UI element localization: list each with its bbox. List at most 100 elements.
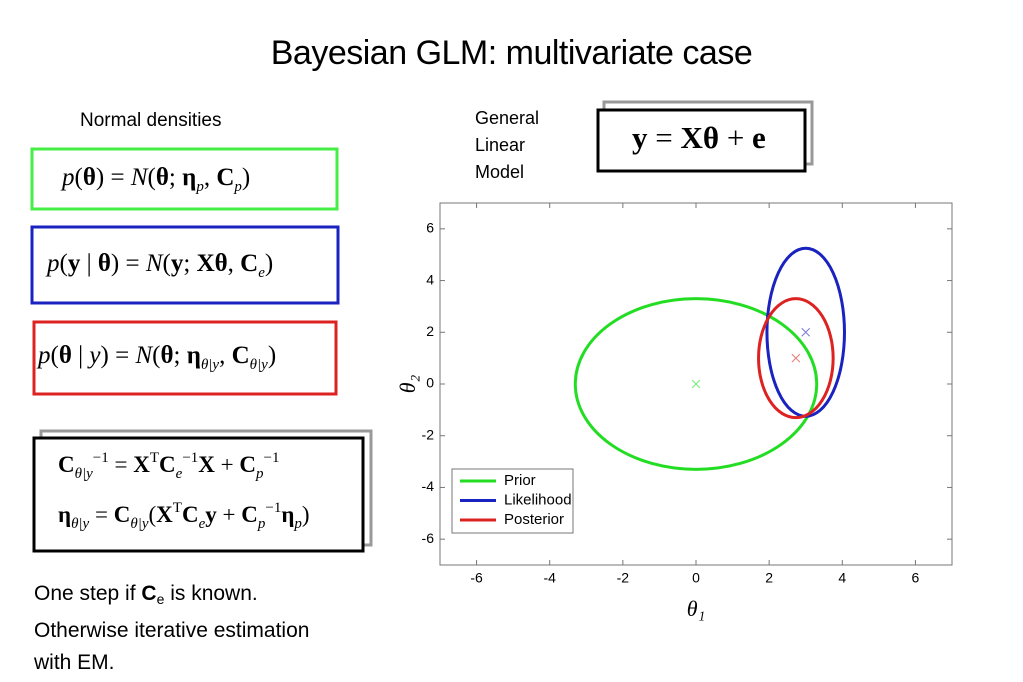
text-segment: , (203, 164, 217, 191)
text-segment: C (181, 502, 199, 527)
x-tick-label: 0 (692, 570, 700, 586)
prior-box (30, 147, 339, 211)
text-segment: + (719, 120, 753, 155)
text-segment: e (175, 466, 183, 482)
text-segment: C (231, 342, 250, 369)
label-line: Model (475, 162, 525, 182)
text-segment: p (234, 179, 242, 195)
text-segment: Xθ (196, 250, 228, 277)
equation: p(y | θ) = N(y; Xθ, Ce) (47, 250, 273, 282)
text-segment: + (214, 452, 240, 477)
text-segment: ; (173, 342, 187, 369)
text-segment: y (170, 250, 184, 277)
text-segment: y (632, 120, 648, 155)
label-line: General (475, 108, 540, 128)
note: One step if Ce is known. Otherwise iterat… (34, 578, 309, 679)
text-segment: with EM. (34, 651, 115, 674)
text-segment: N (130, 164, 148, 191)
text-segment: | (80, 250, 98, 277)
text-segment: e (258, 265, 265, 281)
posterior-box (32, 320, 338, 396)
center-marker (791, 353, 801, 363)
legend-label: Posterior (504, 511, 564, 528)
text-segment: ; (183, 250, 197, 277)
center-marker (801, 327, 811, 337)
glm-box (596, 108, 807, 173)
text-segment: C (113, 502, 131, 527)
heading: Normal densities (80, 110, 222, 131)
text-segment: C (216, 164, 235, 191)
text-segment: −1 (265, 500, 282, 516)
text-segment: θ|y (130, 516, 149, 532)
text-segment: ) (267, 342, 277, 369)
text-segment: η (58, 502, 72, 527)
text-segment: e (156, 591, 165, 607)
x-tick-label: -4 (543, 570, 556, 586)
legend-label: Prior (504, 472, 536, 489)
text-segment: ) = (110, 250, 146, 277)
text-segment: θ (160, 342, 174, 369)
text-segment: T (149, 450, 160, 466)
text-segment: p (257, 516, 266, 532)
text-segment: y (67, 250, 81, 277)
text-segment: θ|y (71, 516, 90, 532)
text-segment: C (239, 452, 257, 477)
text-segment: η (186, 342, 201, 369)
text-segment: ( (74, 164, 83, 191)
text-segment: p (47, 250, 60, 277)
y-tick-label: -2 (422, 426, 435, 442)
text-segment: Otherwise iterative estimation (34, 619, 310, 642)
text-segment: θ|y (74, 466, 93, 482)
legend-label: Likelihood (504, 491, 572, 508)
text-segment: = (108, 452, 134, 477)
text-segment: η (182, 164, 197, 191)
text-segment: , (227, 250, 241, 277)
equation: p(θ) = N(θ; ηp, Cp) (62, 164, 250, 196)
equation: Cθ|y−1 = XTCe−1X + Cp−1 (58, 450, 280, 483)
text-segment: p (294, 516, 302, 532)
equation: y = Xθ + e (632, 120, 766, 156)
text-segment: y (205, 502, 217, 527)
x-tick-label: -6 (470, 570, 483, 586)
text-segment: ( (59, 250, 68, 277)
text-segment: + (216, 502, 242, 527)
text-segment: C (141, 582, 157, 605)
text-segment: C (159, 452, 176, 477)
text-segment: y (89, 342, 101, 369)
text-segment: θ|y (200, 357, 220, 373)
text-segment: θ (82, 164, 96, 191)
text-segment: C (240, 250, 259, 277)
chart: -6 -4 -2 0 2 4 6 -6 -4 -2 0 2 4 6 θ₁ θ₂ Prior Likelihood P… (395, 202, 953, 621)
label-line: Linear (475, 135, 526, 155)
text-segment: η (281, 502, 295, 527)
text-segment: −1 (263, 450, 280, 466)
text-segment: p (38, 342, 51, 369)
text-segment: ) (241, 164, 251, 191)
text-segment: X (156, 502, 173, 527)
ellipse (757, 297, 835, 420)
y-axis-label: θ₂ (395, 374, 420, 393)
text-segment: ( (147, 164, 156, 191)
glm-label: General Linear Model (475, 105, 539, 186)
y-tick-label: 2 (426, 323, 434, 339)
text-segment: θ|y (249, 357, 268, 373)
y-tick-label: -4 (422, 478, 435, 494)
text-segment: θ (58, 342, 72, 369)
boxes (30, 100, 814, 553)
text-segment: = (647, 120, 681, 155)
text-segment: ; (168, 164, 183, 191)
x-tick-label: -2 (617, 570, 630, 586)
text-segment: ( (50, 342, 59, 369)
note-line: One step if Ce is known. (34, 578, 309, 615)
text-segment: e (198, 516, 206, 532)
text-segment: −1 (92, 450, 109, 466)
equation: p(θ | y) = N(θ; ηθ|y, Cθ|y) (38, 342, 276, 374)
text-segment: N (135, 342, 153, 369)
text-segment: One step if (34, 582, 142, 605)
text-segment: ( (162, 250, 171, 277)
text-segment: N (145, 250, 163, 277)
note-line: Otherwise iterative estimation (34, 615, 309, 647)
text-segment: θ (97, 250, 111, 277)
